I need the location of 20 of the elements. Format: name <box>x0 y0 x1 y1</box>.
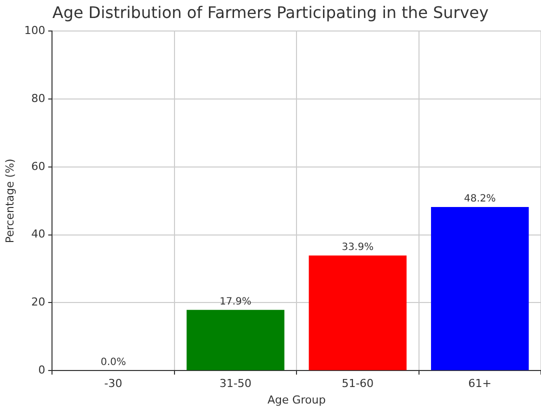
data-label: 48.2% <box>464 194 496 205</box>
chart-title: Age Distribution of Farmers Participating in the Survey <box>52 2 489 22</box>
y-axis-title: Percentage (%) <box>3 158 16 244</box>
data-label: 0.0% <box>100 357 126 368</box>
y-tick-label: 40 <box>31 228 46 241</box>
y-tick-label: 80 <box>31 92 46 105</box>
x-tick-label: 61+ <box>468 377 492 390</box>
x-tick-label: 31-50 <box>220 377 252 390</box>
y-tick-label: 100 <box>24 24 46 38</box>
y-tick-label: 60 <box>31 160 46 173</box>
bar <box>431 207 529 370</box>
bar <box>186 310 284 370</box>
y-tick-label: 0 <box>38 363 46 376</box>
bar <box>308 256 407 370</box>
x-axis-title: Age Group <box>267 393 326 406</box>
data-label: 33.9% <box>342 242 374 254</box>
y-tick-label: 20 <box>31 296 46 309</box>
x-tick-label: 51-60 <box>342 377 374 390</box>
x-tick-label: -30 <box>104 377 122 390</box>
data-label: 17.9% <box>220 296 252 308</box>
